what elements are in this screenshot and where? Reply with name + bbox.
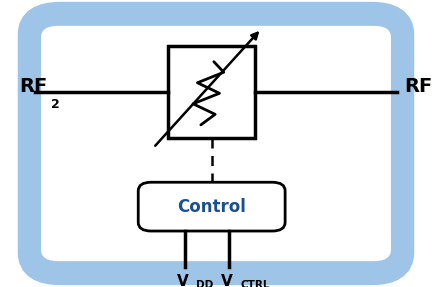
Text: V: V bbox=[177, 274, 189, 287]
FancyBboxPatch shape bbox=[138, 182, 285, 231]
Text: Control: Control bbox=[177, 198, 246, 216]
Text: V: V bbox=[221, 274, 233, 287]
Bar bbox=[168, 46, 255, 138]
Text: CTRL: CTRL bbox=[240, 280, 270, 287]
Text: 2: 2 bbox=[51, 98, 59, 111]
FancyBboxPatch shape bbox=[41, 26, 391, 261]
Text: DD: DD bbox=[196, 280, 213, 287]
Text: RF: RF bbox=[404, 77, 432, 96]
Text: RF: RF bbox=[19, 77, 48, 96]
FancyBboxPatch shape bbox=[30, 14, 402, 273]
